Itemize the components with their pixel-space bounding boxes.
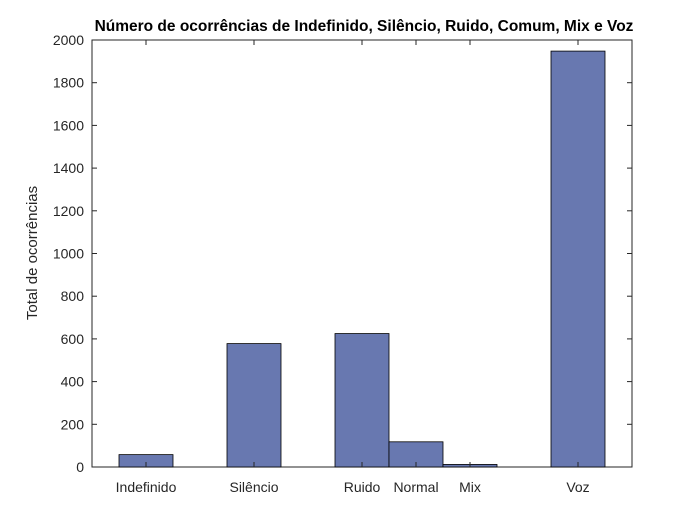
x-tick-label: Normal [393, 479, 438, 495]
x-tick-label: Silêncio [229, 479, 278, 495]
y-tick-label: 2000 [53, 32, 84, 48]
chart-title: Número de ocorrências de Indefinido, Sil… [95, 18, 634, 35]
bar-voz [550, 50, 606, 468]
y-tick-label: 1800 [53, 75, 84, 91]
y-tick-label: 800 [61, 288, 85, 304]
bars [118, 50, 606, 468]
y-ticks: 0 200 400 600 800 1000 1200 1400 1600 1800 2000 [53, 32, 632, 475]
x-tick-label: Indefinido [116, 479, 177, 495]
y-tick-label: 1600 [53, 117, 84, 133]
x-tick-label: Voz [566, 479, 589, 495]
y-axis-label: Total de ocorrências [24, 186, 41, 320]
y-tick-label: 1000 [53, 246, 84, 262]
y-tick-label: 400 [61, 374, 85, 390]
y-tick-label: 1200 [53, 203, 84, 219]
y-tick-label: 600 [61, 331, 85, 347]
x-ticks: Indefinido Silêncio Ruido Normal Mix Voz [116, 40, 590, 495]
bar-ruido [334, 333, 390, 468]
x-tick-label: Mix [459, 479, 481, 495]
x-tick-label: Ruido [344, 479, 381, 495]
plot-area: 0 200 400 600 800 1000 1200 1400 1600 1800 2000 In… [53, 32, 633, 495]
y-tick-label: 200 [61, 416, 85, 432]
bar-silêncio [226, 343, 282, 468]
y-tick-label: 0 [76, 459, 84, 475]
y-tick-label: 1400 [53, 160, 84, 176]
